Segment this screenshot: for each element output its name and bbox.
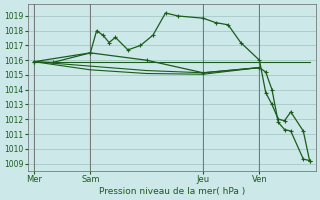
X-axis label: Pression niveau de la mer( hPa ): Pression niveau de la mer( hPa ) [99, 187, 245, 196]
